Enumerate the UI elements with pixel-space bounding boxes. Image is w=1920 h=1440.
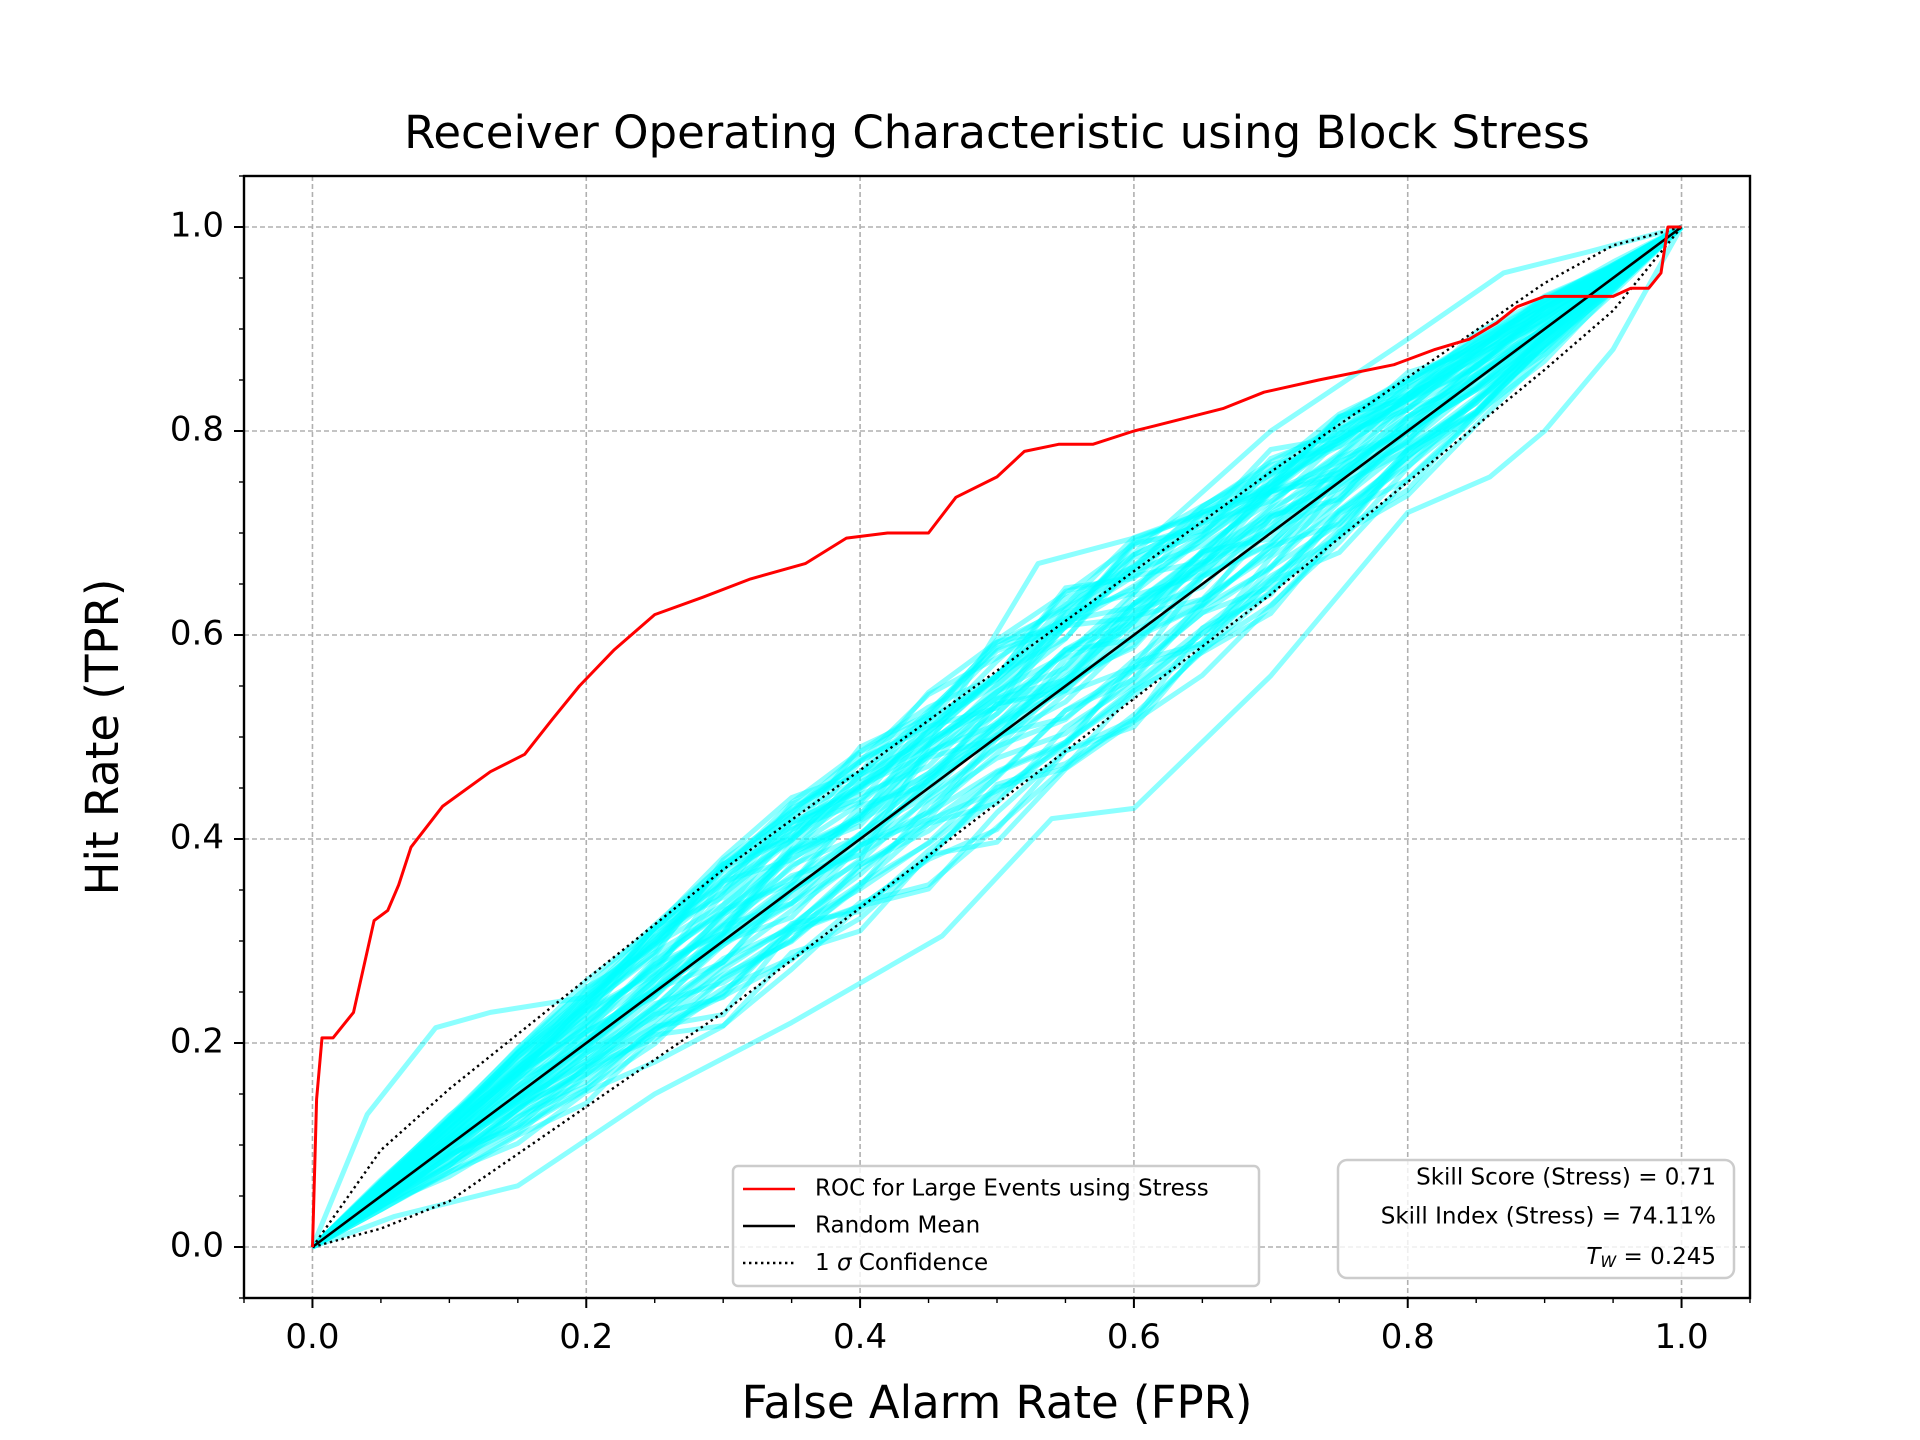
y-tick-label: 1.0	[170, 206, 224, 246]
y-tick-label: 0.8	[170, 410, 224, 450]
random-roc-curve	[310, 224, 1683, 1249]
random-roc-curve	[310, 224, 1683, 1249]
info-box-frame	[1336, 1158, 1736, 1280]
random-roc-curve	[311, 225, 1684, 1250]
random-roc-curve	[310, 224, 1683, 1249]
random-roc-curve	[311, 225, 1684, 1250]
random-roc-curve	[311, 225, 1684, 1250]
random-roc-curve	[310, 224, 1683, 1249]
random-roc-curve	[311, 225, 1684, 1250]
random-roc-curve	[310, 224, 1683, 1249]
tw-text: TW = 0.245	[1586, 1244, 1716, 1271]
y-axis-label: Hit Rate (TPR)	[76, 579, 129, 896]
random-roc-curve	[310, 224, 1683, 1249]
plot-area	[310, 224, 1684, 1250]
random-roc-curve	[311, 225, 1684, 1250]
random-roc-curve	[310, 224, 1683, 1249]
random-roc-curve	[311, 225, 1684, 1250]
random-roc-curve	[310, 224, 1683, 1249]
random-roc-curve	[310, 224, 1683, 1249]
random-roc-curve	[310, 224, 1683, 1249]
random-roc-curve	[310, 224, 1683, 1249]
random-roc-curve	[311, 225, 1684, 1250]
random-roc-curve	[310, 224, 1683, 1249]
x-tick-label: 0.4	[833, 1317, 887, 1357]
random-roc-curve	[310, 224, 1683, 1249]
random-roc-curve	[311, 225, 1684, 1250]
random-roc-curve	[311, 225, 1684, 1250]
random-roc-curve	[310, 224, 1683, 1249]
x-tick-label: 0.0	[285, 1317, 339, 1357]
random-roc-curve	[311, 224, 1683, 1250]
random-roc-curve	[310, 224, 1683, 1249]
random-mean-path	[311, 225, 1683, 1249]
random-roc-curve	[310, 224, 1683, 1249]
info-box: Skill Score (Stress) = 0.71 Skill Index …	[1336, 1158, 1736, 1280]
random-roc-curve	[311, 225, 1684, 1250]
random-roc-curve	[310, 224, 1683, 1249]
legend: ROC for Large Events using Stress Random…	[731, 1164, 1261, 1288]
sigma-symbol: σ	[837, 1250, 853, 1276]
axis-ticks: 0.0 0.2 0.4 0.6 0.8 1.0 0.0 0.2 0.4 0.6 0.8 1.0	[170, 175, 1751, 1357]
x-tick-label: 0.6	[1107, 1317, 1161, 1357]
random-roc-curve	[310, 224, 1683, 1249]
random-roc-curve	[311, 225, 1684, 1250]
random-roc-curve	[311, 225, 1684, 1250]
legend-conf-label: 1 σ Confidence	[815, 1250, 988, 1276]
y-tick-label: 0.2	[170, 1022, 224, 1062]
x-tick-label: 0.8	[1381, 1317, 1435, 1357]
y-tick-label: 0.6	[170, 614, 224, 654]
random-roc-curve	[310, 224, 1683, 1249]
random-roc-curve	[311, 225, 1684, 1250]
random-roc-curve	[310, 224, 1683, 1249]
roc-curve	[311, 225, 1682, 1248]
roc-path	[311, 225, 1682, 1248]
skill-index-text: Skill Index (Stress) = 74.11%	[1381, 1204, 1716, 1230]
random-roc-curve	[311, 225, 1684, 1250]
random-roc-curve	[310, 224, 1683, 1249]
legend-roc-label: ROC for Large Events using Stress	[815, 1176, 1209, 1202]
legend-random-label: Random Mean	[815, 1213, 980, 1239]
random-roc-curve	[311, 225, 1684, 1250]
random-roc-curve	[311, 225, 1684, 1250]
skill-score-text: Skill Score (Stress) = 0.71	[1416, 1165, 1716, 1191]
y-tick-label: 0.4	[170, 818, 224, 858]
random-roc-curve	[310, 224, 1683, 1249]
random-roc-curve	[311, 225, 1684, 1250]
random-mean-line	[311, 225, 1683, 1249]
random-roc-curve	[310, 224, 1683, 1249]
random-roc-curve	[310, 224, 1683, 1249]
random-roc-curve	[310, 224, 1683, 1249]
random-roc-curve	[310, 224, 1683, 1249]
random-roc-curve	[310, 224, 1683, 1249]
random-roc-curve	[310, 224, 1683, 1249]
random-roc-curve	[311, 225, 1684, 1250]
random-roc-curve	[310, 224, 1683, 1249]
y-tick-label: 0.0	[170, 1226, 224, 1266]
random-roc-curve	[311, 225, 1684, 1250]
x-tick-label: 1.0	[1655, 1317, 1709, 1357]
random-roc-curve	[311, 225, 1684, 1250]
random-roc-curve	[310, 224, 1683, 1249]
chart-title: Receiver Operating Characteristic using …	[404, 106, 1590, 159]
random-roc-curve	[310, 224, 1683, 1249]
x-tick-label: 0.2	[559, 1317, 613, 1357]
legend-box	[731, 1164, 1261, 1288]
random-roc-curve	[311, 224, 1683, 1250]
x-axis-label: False Alarm Rate (FPR)	[742, 1376, 1253, 1429]
random-roc-curve	[310, 225, 1684, 1249]
random-roc-curve	[311, 225, 1684, 1250]
random-roc-curve	[310, 224, 1683, 1248]
